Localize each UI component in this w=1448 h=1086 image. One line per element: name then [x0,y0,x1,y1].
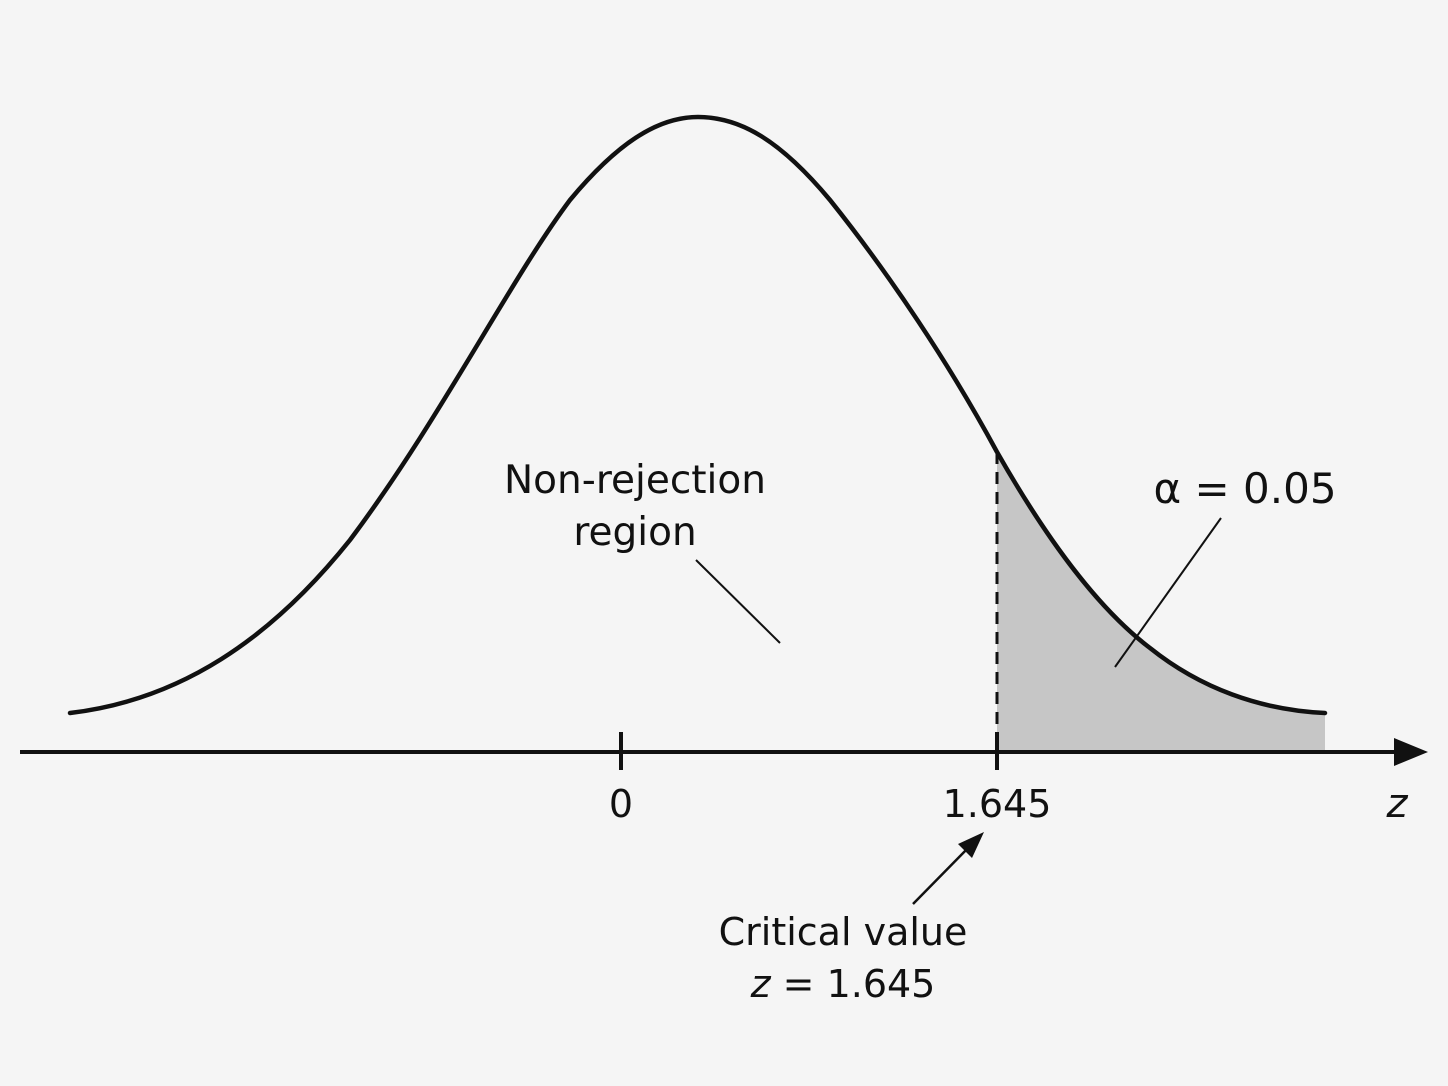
rejection-region-shading [997,452,1325,752]
non-rejection-label-line1: Non-rejection [504,458,766,503]
critical-value-label-variable: z [750,962,772,1006]
axis-variable-label: z [1386,781,1409,827]
tick-label-critical: 1.645 [943,782,1052,826]
critical-value-arrow-shaft [912,845,971,905]
critical-value-arrowhead-icon [958,832,984,858]
normal-curve [67,114,1328,716]
critical-value-label-line2: z = 1.645 [750,962,936,1006]
non-rejection-label-line2: region [573,510,696,555]
alpha-label: α = 0.05 [1153,464,1336,513]
tick-label-zero: 0 [609,782,633,826]
alpha-leader-line [1114,517,1222,668]
critical-value-label-equation: = 1.645 [771,962,936,1006]
z-axis-arrowhead-icon [1394,738,1428,766]
non-rejection-leader-line [695,559,781,644]
critical-value-label-line1: Critical value [719,910,968,954]
